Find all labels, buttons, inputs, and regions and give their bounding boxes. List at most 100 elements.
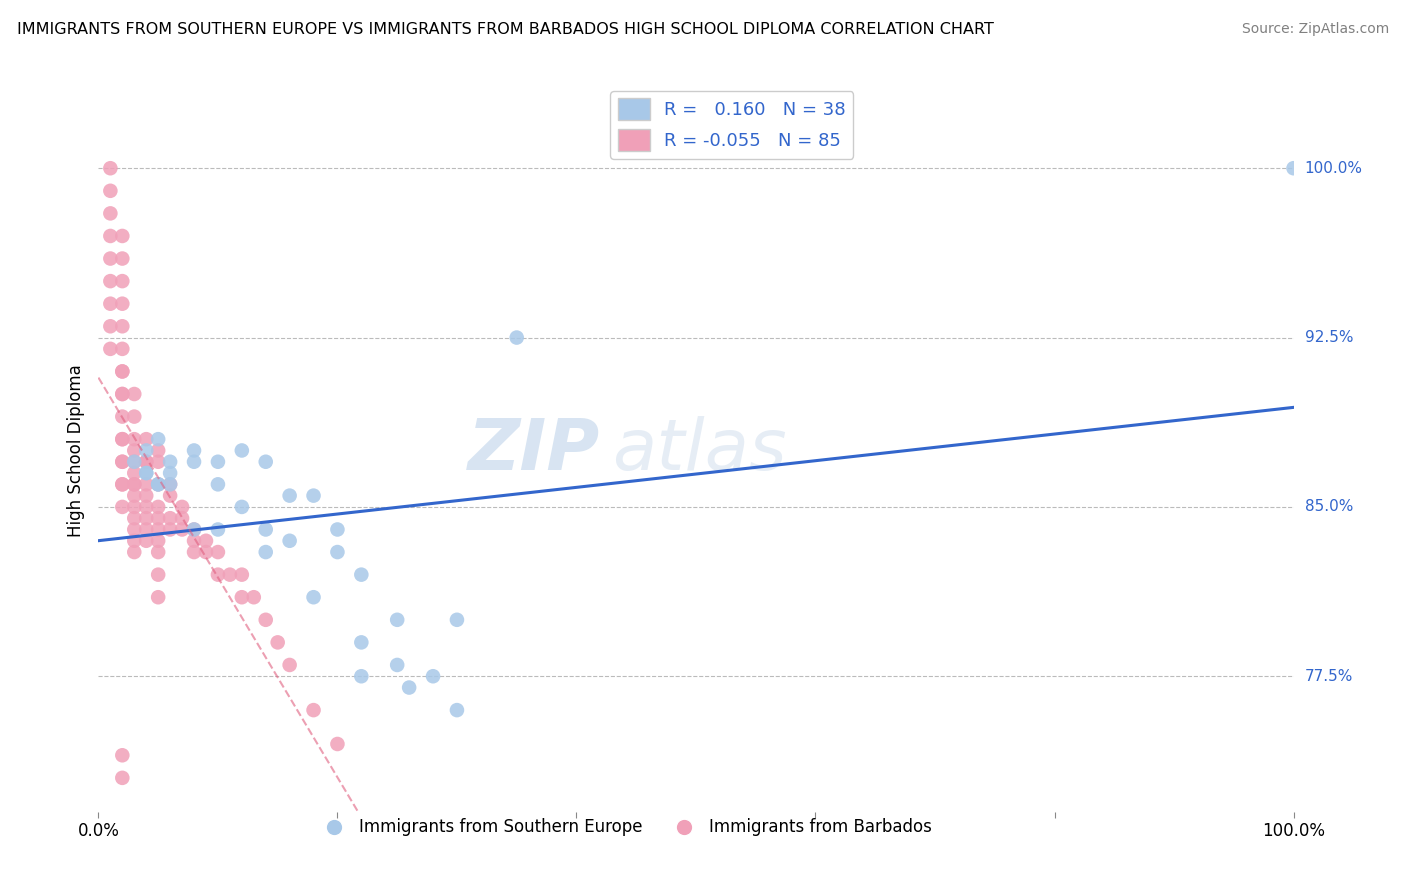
Point: [135, 533, 157, 548]
Point: [124, 489, 146, 503]
Point: [135, 455, 157, 469]
Point: [385, 613, 409, 627]
Point: [111, 342, 134, 356]
Point: [98, 342, 122, 356]
Point: [278, 657, 301, 672]
Point: [172, 523, 194, 537]
Point: [111, 477, 134, 491]
Text: IMMIGRANTS FROM SOUTHERN EUROPE VS IMMIGRANTS FROM BARBADOS HIGH SCHOOL DIPLOMA : IMMIGRANTS FROM SOUTHERN EUROPE VS IMMIG…: [17, 22, 994, 37]
Point: [207, 477, 229, 491]
Point: [135, 477, 157, 491]
Point: [350, 635, 373, 649]
Point: [243, 591, 266, 605]
Point: [195, 533, 218, 548]
Point: [207, 523, 229, 537]
Text: atlas: atlas: [613, 416, 787, 485]
Point: [111, 387, 134, 401]
Point: [254, 545, 277, 559]
Point: [398, 681, 420, 695]
Point: [302, 489, 325, 503]
Point: [183, 443, 205, 458]
Point: [231, 500, 253, 514]
Point: [148, 432, 170, 446]
Point: [124, 511, 146, 525]
Point: [148, 523, 170, 537]
Point: [111, 432, 134, 446]
Point: [135, 466, 157, 480]
Point: [278, 489, 301, 503]
Point: [159, 477, 181, 491]
Point: [159, 511, 181, 525]
Point: [278, 533, 301, 548]
Point: [124, 523, 146, 537]
Point: [1282, 161, 1305, 176]
Point: [135, 489, 157, 503]
Point: [111, 748, 134, 763]
Text: 85.0%: 85.0%: [1305, 500, 1353, 515]
Text: 92.5%: 92.5%: [1305, 330, 1353, 345]
Point: [207, 545, 229, 559]
Point: [98, 184, 122, 198]
Point: [111, 477, 134, 491]
Point: [135, 455, 157, 469]
Point: [183, 533, 205, 548]
Point: [422, 669, 444, 683]
Y-axis label: High School Diploma: High School Diploma: [66, 364, 84, 537]
Point: [124, 409, 146, 424]
Point: [326, 545, 349, 559]
Point: [111, 364, 134, 378]
Point: [148, 533, 170, 548]
Point: [350, 669, 373, 683]
Point: [111, 455, 134, 469]
Point: [124, 533, 146, 548]
Point: [124, 455, 146, 469]
Point: [231, 567, 253, 582]
Point: [148, 477, 170, 491]
Point: [111, 387, 134, 401]
Point: [124, 466, 146, 480]
Point: [326, 523, 349, 537]
Point: [148, 591, 170, 605]
Point: [98, 252, 122, 266]
Point: [254, 455, 277, 469]
Point: [124, 477, 146, 491]
Point: [135, 466, 157, 480]
Point: [159, 455, 181, 469]
Point: [159, 489, 181, 503]
Point: [326, 737, 349, 751]
Point: [98, 274, 122, 288]
Point: [111, 229, 134, 244]
Point: [135, 500, 157, 514]
Point: [124, 500, 146, 514]
Point: [124, 443, 146, 458]
Point: [148, 500, 170, 514]
Point: [98, 161, 122, 176]
Point: [111, 771, 134, 785]
Point: [183, 545, 205, 559]
Point: [98, 296, 122, 310]
Point: [111, 274, 134, 288]
Point: [183, 523, 205, 537]
Point: [506, 330, 529, 344]
Point: [98, 229, 122, 244]
Point: [148, 477, 170, 491]
Point: [111, 500, 134, 514]
Point: [98, 206, 122, 220]
Point: [124, 432, 146, 446]
Point: [124, 545, 146, 559]
Point: [111, 409, 134, 424]
Point: [135, 511, 157, 525]
Point: [195, 545, 218, 559]
Point: [148, 477, 170, 491]
Point: [111, 319, 134, 334]
Point: [148, 511, 170, 525]
Point: [111, 252, 134, 266]
Point: [111, 432, 134, 446]
Point: [231, 443, 253, 458]
Point: [254, 613, 277, 627]
Point: [172, 500, 194, 514]
Point: [302, 703, 325, 717]
Point: [135, 443, 157, 458]
Point: [148, 455, 170, 469]
Legend: Immigrants from Southern Europe, Immigrants from Barbados: Immigrants from Southern Europe, Immigra…: [311, 812, 938, 843]
